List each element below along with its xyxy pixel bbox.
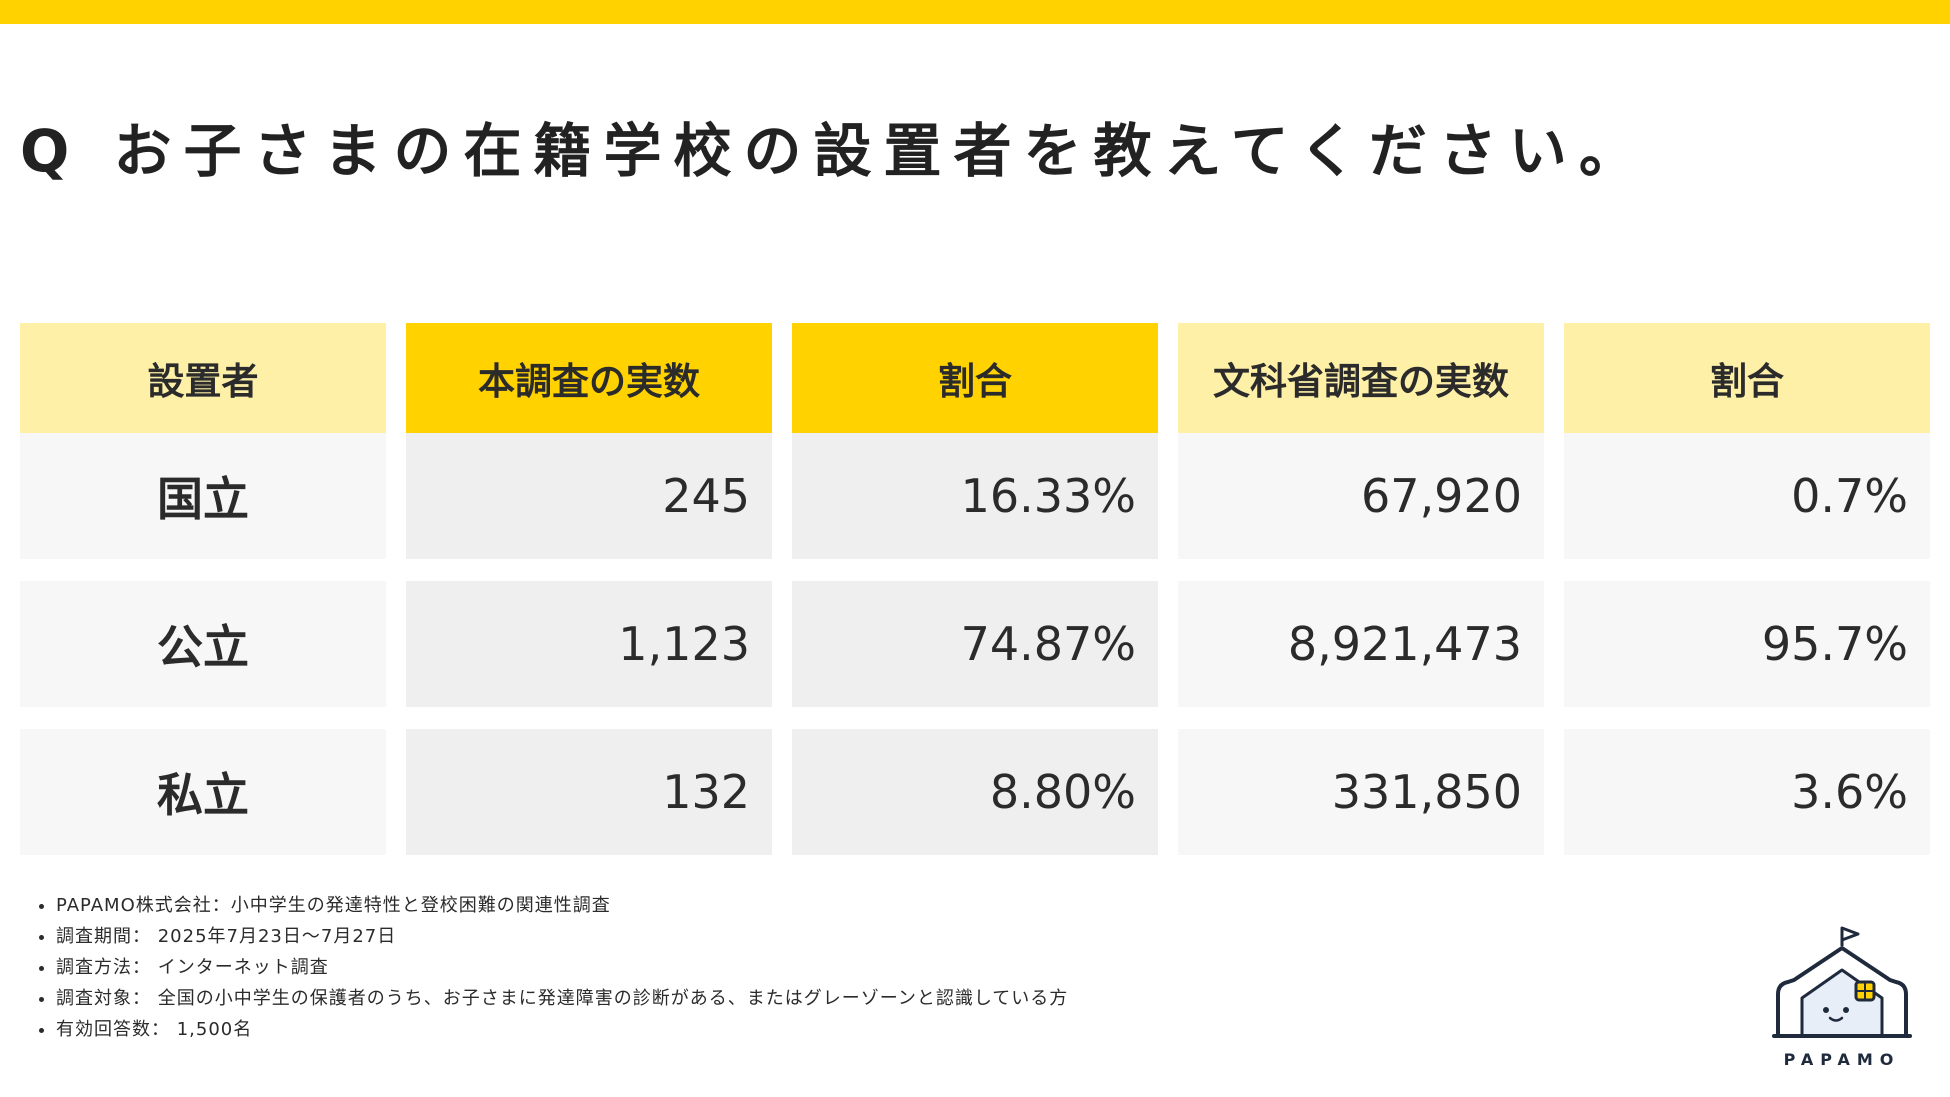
row-label-public: 公立	[20, 581, 386, 707]
cell-mext-ratio-private: 3.6%	[1564, 729, 1930, 855]
top-accent-bar	[0, 0, 1950, 24]
cell-mext-ratio-public: 95.7%	[1564, 581, 1930, 707]
note-item: PAPAMO株式会社：小中学生の発達特性と登校困難の関連性調査	[56, 890, 1068, 921]
cell-survey-ratio-national: 16.33%	[792, 433, 1158, 559]
cell-mext-ratio-national: 0.7%	[1564, 433, 1930, 559]
papamo-house-icon	[1772, 926, 1912, 1038]
cell-mext-count-private: 331,850	[1178, 729, 1544, 855]
note-item: 調査期間： 2025年7月23日〜7月27日	[56, 921, 1068, 952]
page-title: Q お子さまの在籍学校の設置者を教えてください。	[20, 117, 1649, 185]
header-survey-ratio: 割合	[792, 323, 1158, 433]
cell-survey-count-private: 132	[406, 729, 772, 855]
cell-survey-ratio-private: 8.80%	[792, 729, 1158, 855]
survey-notes: PAPAMO株式会社：小中学生の発達特性と登校困難の関連性調査 調査期間： 20…	[34, 890, 1068, 1045]
note-item: 調査方法： インターネット調査	[56, 952, 1068, 983]
logo-text: PAPAMO	[1783, 1050, 1901, 1069]
cell-survey-count-public: 1,123	[406, 581, 772, 707]
row-label-private: 私立	[20, 729, 386, 855]
header-founder: 設置者	[20, 323, 386, 433]
note-item: 調査対象： 全国の小中学生の保護者のうち、お子さまに発達障害の診断がある、または…	[56, 983, 1068, 1014]
cell-survey-ratio-public: 74.87%	[792, 581, 1158, 707]
note-item: 有効回答数： 1,500名	[56, 1014, 1068, 1045]
cell-survey-count-national: 245	[406, 433, 772, 559]
header-mext-ratio: 割合	[1564, 323, 1930, 433]
cell-mext-count-national: 67,920	[1178, 433, 1544, 559]
header-mext-count: 文科省調査の実数	[1178, 323, 1544, 433]
row-label-national: 国立	[20, 433, 386, 559]
header-survey-count: 本調査の実数	[406, 323, 772, 433]
cell-mext-count-public: 8,921,473	[1178, 581, 1544, 707]
